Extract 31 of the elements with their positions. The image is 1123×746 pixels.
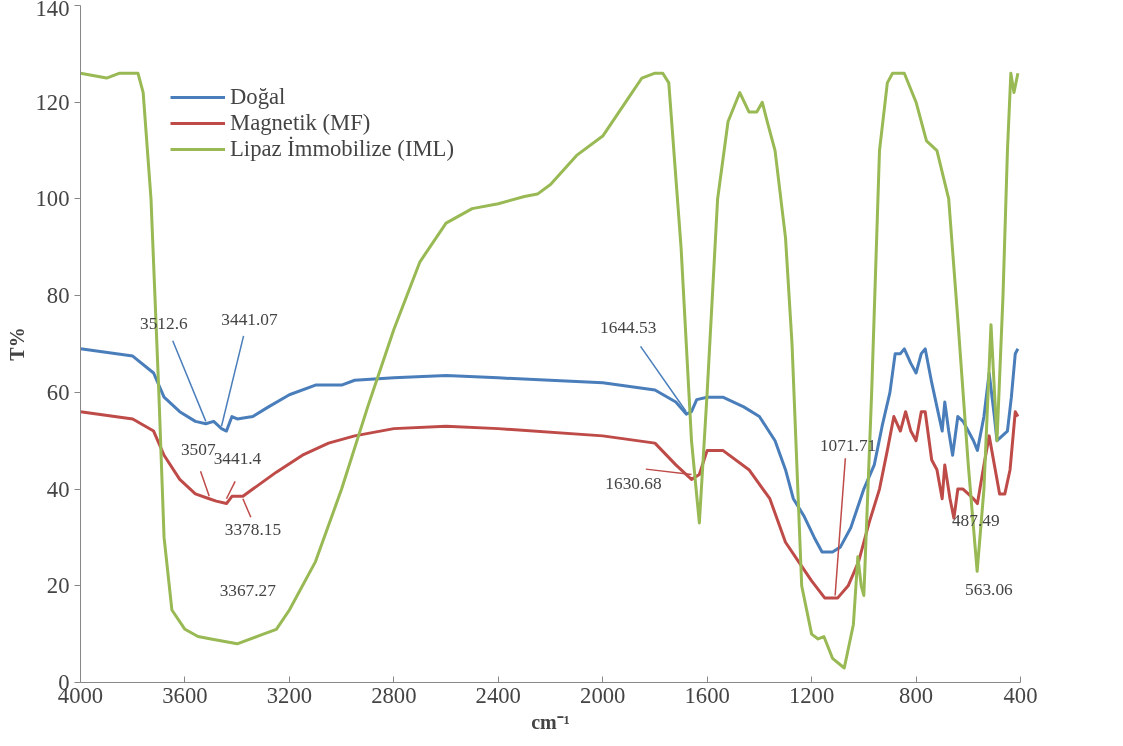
y-tick-label: 40 xyxy=(46,476,70,502)
annotation: 3367.27 xyxy=(219,581,277,601)
legend-label: Magnetik (MF) xyxy=(230,110,371,136)
y-tick-label: 140 xyxy=(35,0,70,21)
y-axis-title: T% xyxy=(5,327,28,361)
x-tick-label: 2400 xyxy=(475,682,521,708)
x-axis-title: cm⁻¹ xyxy=(531,710,570,733)
legend-label: Doğal xyxy=(230,84,286,110)
y-tick-label: 80 xyxy=(46,283,70,309)
annotation: 3507 xyxy=(180,439,216,459)
y-tick-label: 60 xyxy=(46,379,70,405)
annotation: 563.06 xyxy=(965,579,1014,599)
x-tick-label: 2000 xyxy=(580,682,626,708)
y-tick-label: 100 xyxy=(35,186,70,212)
y-tick-label: 20 xyxy=(46,573,70,599)
legend-label: Lipaz İmmobilize (IML) xyxy=(230,136,454,162)
x-tick-label: 1600 xyxy=(684,682,730,708)
annotation: 1644.53 xyxy=(600,318,657,338)
annotation: 3441.4 xyxy=(213,449,262,469)
x-tick-label: 3600 xyxy=(162,682,208,708)
y-tick-label: 120 xyxy=(35,89,70,115)
x-tick-label: 800 xyxy=(899,682,934,708)
line-series xyxy=(80,410,1020,600)
annotation: 3441.07 xyxy=(221,309,278,329)
annotation: 3378.15 xyxy=(224,520,282,540)
x-tick-label: 1200 xyxy=(788,682,835,708)
x-tick-label: 400 xyxy=(1003,682,1038,708)
line-series xyxy=(80,71,1020,670)
annotation: 1630.68 xyxy=(605,474,662,494)
x-tick-label: 2800 xyxy=(371,682,417,708)
x-tick-label: 3200 xyxy=(266,682,313,708)
